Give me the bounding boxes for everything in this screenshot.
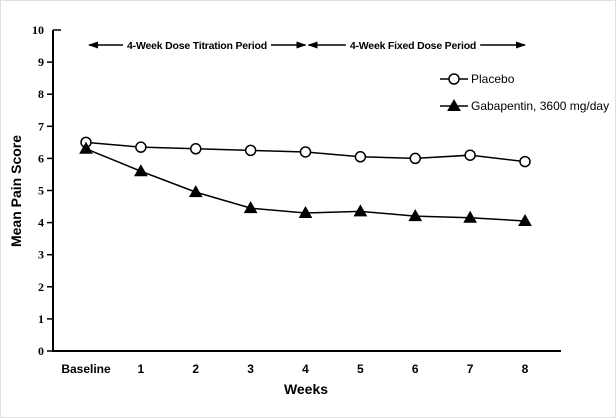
y-tick-label: 6 bbox=[38, 151, 44, 165]
y-tick-label: 5 bbox=[38, 184, 44, 198]
y-tick-label: 8 bbox=[38, 87, 44, 101]
x-tick-label: 4 bbox=[302, 362, 309, 376]
placebo-data-point bbox=[299, 146, 312, 158]
gabapentin-data-point bbox=[134, 164, 148, 177]
y-tick-label: 3 bbox=[38, 248, 44, 262]
placebo-data-point bbox=[135, 141, 147, 153]
placebo-data-point bbox=[409, 152, 421, 165]
legend-placebo-label: Placebo bbox=[471, 72, 515, 86]
x-tick-label: 3 bbox=[247, 362, 254, 376]
y-tick-label: 4 bbox=[38, 216, 44, 230]
x-tick-label: 6 bbox=[412, 362, 419, 376]
gabapentin-data-point bbox=[188, 185, 203, 198]
y-axis-title: Mean Pain Score bbox=[8, 135, 24, 247]
x-tick-label: 7 bbox=[467, 362, 474, 376]
placebo-data-point bbox=[190, 143, 202, 155]
annotation-arrowhead-right bbox=[516, 41, 526, 49]
annotation-dose-titration-label: 4-Week Dose Titration Period bbox=[127, 40, 267, 52]
legend-gabapentin-label: Gabapentin, 3600 mg/day bbox=[471, 99, 609, 113]
annotation-arrowhead-right bbox=[296, 41, 307, 49]
y-tick-label: 0 bbox=[38, 344, 44, 358]
y-tick-label: 7 bbox=[38, 119, 44, 133]
annotation-arrowhead-left bbox=[307, 41, 318, 49]
annotation-label-backing bbox=[123, 39, 271, 51]
x-tick-label: 5 bbox=[357, 362, 364, 376]
gabapentin-data-point bbox=[518, 213, 532, 226]
y-tick-label: 9 bbox=[38, 55, 44, 69]
annotation-fixed-dose-label: 4-Week Fixed Dose Period bbox=[350, 40, 476, 52]
y-tick-label: 1 bbox=[38, 312, 44, 326]
placebo-data-point bbox=[464, 149, 476, 161]
y-tick-label: 2 bbox=[38, 280, 44, 294]
x-tick-label: 8 bbox=[522, 362, 529, 376]
y-tick-label: 10 bbox=[32, 23, 44, 37]
placebo-data-point bbox=[244, 144, 257, 157]
placebo-data-point bbox=[354, 151, 367, 163]
gabapentin-data-point bbox=[463, 210, 477, 223]
legend-marker-triangle bbox=[447, 98, 461, 111]
x-axis-title: Weeks bbox=[284, 381, 328, 397]
gabapentin-data-point bbox=[408, 209, 423, 222]
gabapentin-data-point bbox=[243, 201, 258, 214]
annotation-label-backing bbox=[345, 39, 481, 51]
chart-generated-layer: 0 1 2 3 4 5 6 7 8 9 10 Baseline 1 2 3 4 5 6 7 8 bbox=[32, 23, 561, 376]
gabapentin-data-point bbox=[353, 204, 368, 217]
gabapentin-data-point bbox=[298, 205, 313, 218]
legend-marker-circle bbox=[448, 73, 460, 85]
annotation-arrowhead-left bbox=[88, 41, 98, 49]
x-tick-label: 1 bbox=[138, 362, 145, 376]
placebo-data-point bbox=[519, 155, 531, 168]
x-tick-label: 2 bbox=[192, 362, 199, 376]
gabapentin-data-point bbox=[79, 141, 93, 154]
x-tick-label: Baseline bbox=[61, 362, 111, 376]
